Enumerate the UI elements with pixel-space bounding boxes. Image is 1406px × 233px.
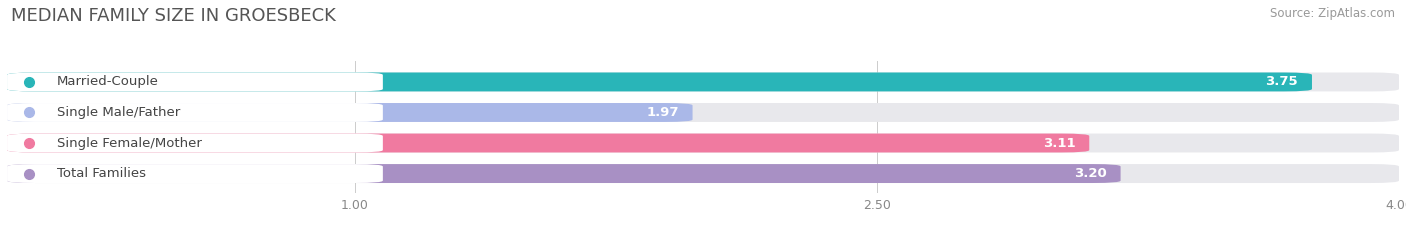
Text: Single Female/Mother: Single Female/Mother	[58, 137, 202, 150]
FancyBboxPatch shape	[7, 134, 1399, 152]
FancyBboxPatch shape	[7, 103, 1399, 122]
Text: Source: ZipAtlas.com: Source: ZipAtlas.com	[1270, 7, 1395, 20]
FancyBboxPatch shape	[7, 72, 1312, 91]
Text: 3.75: 3.75	[1265, 75, 1298, 89]
Text: 3.11: 3.11	[1043, 137, 1076, 150]
FancyBboxPatch shape	[7, 72, 1399, 91]
FancyBboxPatch shape	[7, 164, 1399, 183]
Text: 3.20: 3.20	[1074, 167, 1107, 180]
FancyBboxPatch shape	[7, 103, 382, 122]
FancyBboxPatch shape	[7, 134, 382, 152]
FancyBboxPatch shape	[7, 103, 693, 122]
Text: Single Male/Father: Single Male/Father	[58, 106, 180, 119]
Text: 1.97: 1.97	[647, 106, 679, 119]
Text: MEDIAN FAMILY SIZE IN GROESBECK: MEDIAN FAMILY SIZE IN GROESBECK	[11, 7, 336, 25]
FancyBboxPatch shape	[7, 164, 382, 183]
FancyBboxPatch shape	[7, 72, 382, 91]
Text: Married-Couple: Married-Couple	[58, 75, 159, 89]
FancyBboxPatch shape	[7, 134, 1090, 152]
FancyBboxPatch shape	[7, 164, 1121, 183]
Text: Total Families: Total Families	[58, 167, 146, 180]
